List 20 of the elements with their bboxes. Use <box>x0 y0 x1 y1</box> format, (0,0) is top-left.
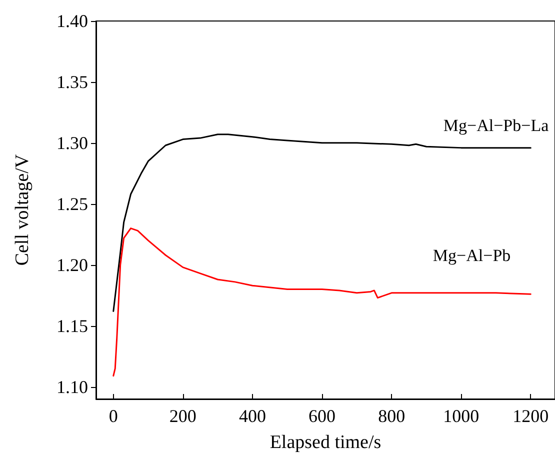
x-tick-label: 200 <box>169 406 196 426</box>
y-tick-label: 1.15 <box>56 316 88 336</box>
y-tick-label: 1.10 <box>56 376 88 397</box>
series-label: Mg−Al−Pb <box>432 246 511 266</box>
y-tick-label: 1.35 <box>56 72 88 92</box>
y-axis-title: Cell voltage/V <box>12 154 33 266</box>
y-tick-label: 1.40 <box>56 11 88 31</box>
line-series <box>112 228 532 377</box>
x-tick-label: 400 <box>238 406 266 426</box>
series-label: Mg−Al−Pb−La <box>443 116 550 135</box>
x-tick-label: 800 <box>378 406 406 426</box>
line-series <box>112 134 532 312</box>
x-tick-label: 1200 <box>512 406 549 426</box>
y-tick-label: 1.20 <box>56 254 88 275</box>
x-axis-title: Elapsed time/s <box>270 432 382 453</box>
y-tick-label: 1.25 <box>56 194 88 214</box>
y-tick-label: 1.30 <box>56 132 88 153</box>
x-tick-label: 600 <box>308 406 336 426</box>
x-tick-label: 0 <box>108 406 118 426</box>
x-tick-label: 1000 <box>443 406 480 426</box>
